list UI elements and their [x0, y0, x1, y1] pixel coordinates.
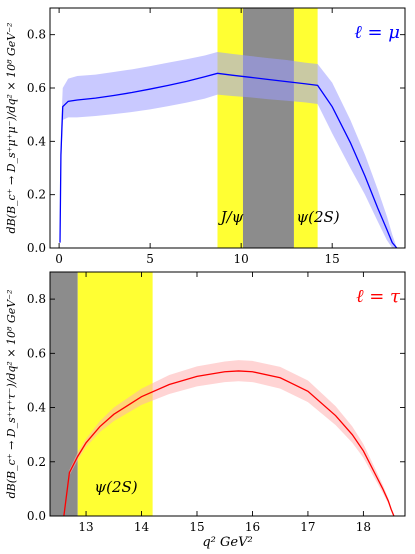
resonance-label: ψ(2S): [296, 208, 339, 226]
axes-frame: [49, 7, 406, 249]
y-tick-label: 0.4: [27, 401, 46, 415]
x-tick-label: 10: [234, 252, 249, 266]
y-axis-label: dB(B_c⁺ → D_s⁺τ⁺τ⁻)/dq² × 10⁸ GeV⁻²: [5, 290, 18, 499]
x-tick-label: 0: [55, 252, 63, 266]
x-tick-label: 15: [325, 252, 340, 266]
x-tick-label: 5: [146, 252, 154, 266]
y-tick-label: 0.0: [27, 241, 46, 255]
y-axis-label: dB(B_c⁺ → D_s⁺μ⁺μ⁻)/dq² × 10⁸ GeV⁻²: [5, 23, 18, 234]
x-tick-label: 18: [356, 520, 371, 534]
y-tick-label: 0.6: [27, 81, 46, 95]
x-tick-label: 15: [189, 520, 204, 534]
x-tick-label: 16: [245, 520, 260, 534]
resonance-region-0: [217, 8, 243, 248]
axes-frame: [49, 271, 406, 517]
x-tick-label: 17: [300, 520, 315, 534]
x-tick-label: 14: [134, 520, 150, 534]
x-axis-label: q² GeV²: [202, 535, 252, 550]
y-tick-label: 0.2: [27, 455, 46, 469]
y-tick-label: 0.0: [27, 509, 46, 523]
chart-panel-tau: 13 14 15 16 17 18 0.0 0.2 0.4 0.6 0.8 ψ(2S) ℓ = τ dB(…: [5, 271, 406, 550]
y-tick-label: 0.8: [27, 28, 46, 42]
uncertainty-band: [60, 52, 397, 248]
resonance-label: J/ψ: [218, 208, 244, 226]
legend-label: ℓ = τ: [356, 286, 401, 307]
veto-region-gray: [242, 8, 294, 248]
series-line: [59, 72, 398, 248]
series-line: [63, 370, 395, 516]
resonance-label: ψ(2S): [94, 478, 137, 496]
x-tick-label: 13: [78, 520, 93, 534]
y-tick-label: 0.2: [27, 188, 46, 202]
veto-region-gray: [50, 272, 78, 516]
uncertainty-band: [63, 360, 394, 516]
chart-panel-muon: 0 5 10 15 0.0 0.2 0.4 0.6 0.8 J/ψ ψ(2S) ℓ = μ dB(B_c…: [5, 7, 406, 266]
y-tick-label: 0.8: [27, 292, 46, 306]
y-tick-label: 0.6: [27, 346, 46, 360]
y-tick-label: 0.4: [27, 134, 46, 148]
legend-label: ℓ = μ: [354, 22, 400, 43]
